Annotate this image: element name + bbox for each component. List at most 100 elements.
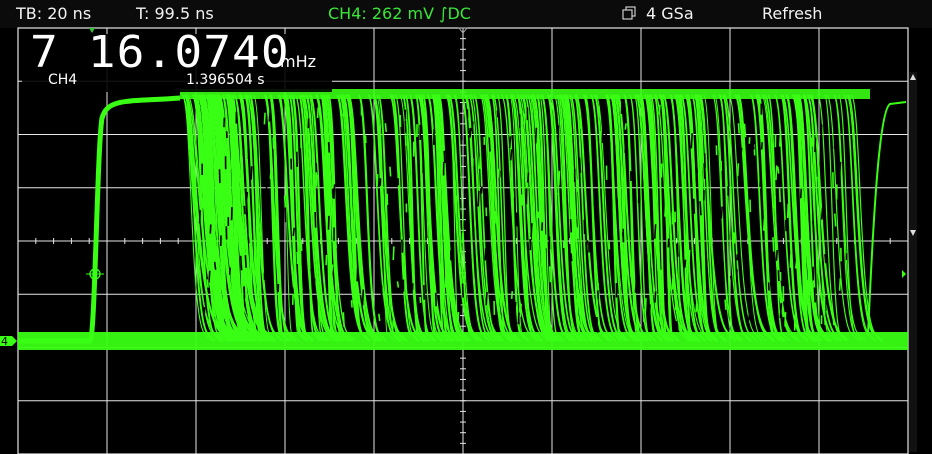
trace-persistence-dash [654, 291, 657, 303]
trace-falling-edge [253, 94, 278, 342]
trace-persistence-dash [283, 195, 287, 208]
trace-falling-edge [529, 94, 551, 342]
trace-persistence-dash [450, 221, 453, 229]
trace-persistence-dash [376, 174, 379, 187]
trace-falling-edge [557, 94, 583, 342]
trace-persistence-dash [836, 287, 839, 303]
trace-falling-edge [340, 94, 378, 342]
trace-persistence-dash [310, 264, 313, 272]
trace-persistence-dash [778, 188, 781, 203]
memory-stack-icon [622, 6, 636, 20]
trace-persistence-dash [208, 270, 211, 283]
measurement-time: 1.396504 s [186, 72, 265, 88]
trace-persistence-dash [751, 209, 754, 217]
trace-persistence-dash [736, 163, 740, 177]
trace-falling-edge [615, 94, 652, 342]
scroll-down-icon [910, 230, 916, 236]
trace-persistence-dash [444, 272, 447, 288]
trace-falling-edge [563, 94, 594, 342]
trace-persistence-dash [559, 291, 563, 299]
trace-persistence-dash [545, 234, 548, 249]
trace-persistence-dash [510, 291, 514, 299]
trace-falling-edge [373, 94, 400, 342]
trace-persistence-dash [772, 237, 775, 252]
trace-falling-edge [432, 94, 455, 342]
trace-persistence-dash [750, 188, 753, 202]
trace-persistence-dash [777, 166, 780, 174]
trace-persistence-dash [775, 249, 778, 261]
trace-persistence-dash [465, 302, 468, 310]
trace-persistence-dash [571, 179, 574, 193]
trace-persistence-dash [749, 305, 753, 318]
trace-persistence-dash [596, 316, 599, 333]
trace-falling-edge [723, 94, 758, 342]
trace-falling-edge [547, 94, 578, 342]
trace-persistence-dash [434, 178, 437, 189]
trace-persistence-dash [477, 190, 480, 207]
sample-rate-readout[interactable]: 4 GSa [646, 4, 694, 23]
trace-persistence-dash [695, 303, 698, 313]
trace-persistence-dash [511, 185, 515, 198]
trace-persistence-dash [830, 272, 833, 279]
trace-persistence-dash [517, 312, 520, 325]
trace-falling-edge [183, 94, 231, 342]
trace-falling-edge [774, 94, 808, 342]
trace-persistence-dash [636, 294, 640, 311]
trace-persistence-dash [720, 206, 723, 219]
trace-persistence-dash [557, 170, 561, 186]
trace-falling-edge [549, 94, 582, 342]
trace-persistence-dash [608, 239, 611, 250]
trace-falling-edge [298, 94, 326, 342]
trace-falling-edge [529, 94, 562, 342]
trace-persistence-dash [392, 246, 395, 261]
trace-persistence-dash [676, 242, 679, 257]
trace-persistence-dash [519, 303, 522, 318]
trace-persistence-dash [396, 281, 400, 288]
trace-falling-edge [460, 94, 491, 342]
trace-falling-edge [536, 94, 557, 342]
trace-persistence-dash [573, 188, 576, 203]
trace-falling-edge [336, 94, 371, 342]
trace-persistence-dash [250, 166, 253, 180]
trace-falling-edge [798, 94, 823, 342]
trace-falling-edge [749, 94, 782, 342]
trace-persistence-dash [690, 133, 694, 149]
trace-persistence-dash [208, 312, 211, 326]
timebase-readout[interactable]: TB: 20 ns [16, 4, 92, 23]
trace-persistence-dash [239, 255, 243, 271]
trace-falling-edge [196, 93, 251, 342]
trace-persistence-dash [520, 194, 524, 206]
trace-falling-edge [569, 94, 601, 342]
trace-persistence-dash [775, 165, 778, 181]
trace-persistence-dash [473, 279, 476, 292]
trace-falling-edge [191, 94, 234, 342]
trace-falling-edge [394, 94, 421, 342]
center-marker-icon [457, 27, 469, 34]
trace-falling-edge [653, 94, 675, 342]
trace-persistence-dash [291, 313, 295, 328]
trace-persistence-dash [569, 219, 573, 233]
trace-persistence-dash [222, 286, 225, 303]
trace-persistence-dash [300, 282, 303, 291]
trace-persistence-dash [520, 111, 523, 123]
trigger-time-readout[interactable]: T: 99.5 ns [136, 4, 214, 23]
trace-persistence-dash [461, 283, 465, 298]
trace-persistence-dash [658, 104, 661, 115]
trace-falling-edge [838, 94, 863, 342]
trace-persistence-dash [291, 287, 295, 295]
refresh-button[interactable]: Refresh [762, 4, 823, 23]
trace-persistence-dash [458, 299, 461, 309]
trace-persistence-dash [684, 259, 687, 268]
trace-falling-edge [574, 94, 612, 342]
trace-falling-edge [391, 94, 418, 342]
channel-settings-readout[interactable]: CH4: 262 mV ∫DC [328, 4, 471, 23]
trace-persistence-dash [624, 140, 627, 153]
trace-persistence-dash [579, 113, 582, 129]
trace-persistence-dash [485, 291, 488, 306]
trace-falling-edge [468, 94, 505, 342]
trace-persistence-dash [838, 278, 842, 291]
trace-persistence-dash [653, 224, 657, 239]
trace-persistence-dash [778, 130, 782, 147]
